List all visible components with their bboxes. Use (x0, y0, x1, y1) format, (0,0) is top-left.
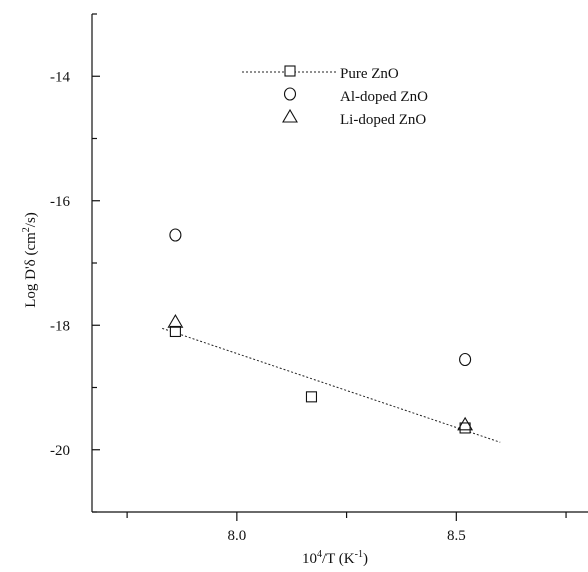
y-tick-label: -16 (50, 194, 70, 210)
y-axis-title: Log D'δ (cm2/s) (21, 212, 39, 308)
legend-label: Li-doped ZnO (340, 112, 426, 128)
circle-data-point (169, 228, 182, 242)
triangle-data-point (457, 416, 474, 431)
data-markers (167, 228, 474, 434)
legend: Pure ZnO Al-doped ZnO Li-doped ZnO (242, 65, 428, 128)
fit-line (162, 327, 501, 443)
triangle-data-point (167, 314, 184, 328)
legend-circle-icon (283, 87, 297, 101)
x-tick-label: 8.5 (447, 528, 466, 544)
square-data-point (169, 325, 181, 338)
y-tick-label: -20 (50, 443, 70, 459)
legend-triangle-icon (282, 108, 298, 123)
square-data-point (305, 391, 318, 403)
fit-line-group (162, 327, 501, 443)
x-tick-label: 8.0 (227, 528, 246, 544)
x-axis-title: 104/T (K-1) (302, 549, 368, 567)
legend-label: Al-doped ZnO (340, 89, 428, 105)
circle-data-point (459, 352, 472, 367)
square-data-point (459, 422, 471, 434)
x-axis-ticks: 8.0 8.5 (126, 512, 567, 544)
y-axis-ticks: -14 -16 -18 -20 (50, 13, 100, 513)
y-tick-label: -18 (50, 318, 70, 334)
y-tick-label: -14 (50, 69, 70, 85)
legend-label: Pure ZnO (340, 66, 399, 82)
legend-square-icon (284, 65, 296, 77)
